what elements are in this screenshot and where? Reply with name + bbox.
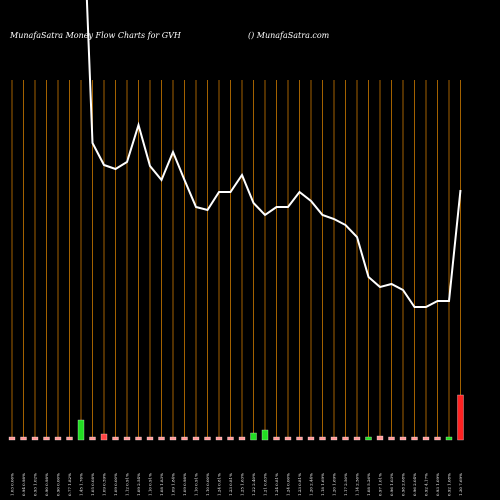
x-tick-label: 1.14 2.56% bbox=[355, 473, 360, 496]
x-tick-label: 1.24 0.81% bbox=[217, 473, 222, 496]
bar bbox=[250, 432, 257, 441]
bar bbox=[66, 436, 73, 441]
bar bbox=[319, 436, 326, 441]
bar bbox=[284, 436, 292, 441]
x-tick-label: 1.09 1.84% bbox=[171, 473, 176, 496]
bar bbox=[342, 436, 349, 441]
x-tick-label: 1.20 2.44% bbox=[309, 473, 314, 496]
x-tick-label: 1.09 0.98% bbox=[182, 473, 187, 496]
x-tick-label: 1.30 7.69% bbox=[458, 473, 463, 496]
x-tick-label: 1.05 0.08% bbox=[90, 473, 95, 496]
x-tick-label: 0.77 1.82% bbox=[67, 473, 72, 496]
x-tick-label: 1.24 0.81% bbox=[274, 473, 279, 496]
x-tick-label: 1.08 1.83% bbox=[159, 473, 164, 496]
bar bbox=[445, 436, 453, 441]
bar bbox=[158, 436, 165, 441]
x-tick-label: 0.93 1.02% bbox=[33, 473, 38, 496]
bar bbox=[112, 436, 119, 441]
bar bbox=[31, 436, 39, 441]
bar bbox=[376, 435, 384, 441]
x-tick-label: 0.96 2.04% bbox=[412, 473, 417, 496]
x-tick-label: 1.09 2.54% bbox=[136, 473, 141, 496]
bar bbox=[227, 436, 234, 441]
chart-subtitle: () MunafaSatra.com bbox=[248, 31, 330, 40]
x-tick-label: 1.24 0.00% bbox=[286, 473, 291, 496]
bar bbox=[54, 436, 62, 441]
x-tick-label: 1.10 0.00% bbox=[205, 473, 210, 496]
x-tick-label: 1.20 1.69% bbox=[332, 473, 337, 496]
x-tick-label: 1.09 0.00% bbox=[113, 473, 118, 496]
x-tick-label: 0.98 2.08% bbox=[401, 473, 406, 496]
bar bbox=[77, 419, 85, 441]
bar bbox=[273, 436, 280, 441]
bar bbox=[388, 436, 395, 441]
bar bbox=[204, 436, 211, 441]
x-tick-label: 0.90 0.98% bbox=[44, 473, 49, 496]
bar bbox=[261, 429, 269, 441]
bar bbox=[43, 436, 50, 441]
x-tick-label: 0.97 1.01% bbox=[378, 473, 383, 496]
bar bbox=[100, 433, 108, 441]
x-tick-label: 0.94 0.98% bbox=[21, 473, 26, 496]
x-tick-label: 1.23 0.81% bbox=[297, 473, 302, 496]
bar bbox=[411, 436, 418, 441]
bar bbox=[365, 436, 372, 441]
bar bbox=[330, 436, 338, 441]
bar bbox=[169, 436, 177, 441]
bar bbox=[238, 436, 246, 441]
x-tick-label: 1.25 1.63% bbox=[240, 473, 245, 496]
bar bbox=[353, 436, 361, 441]
x-tick-label: 0.90 0.00% bbox=[56, 473, 61, 496]
x-tick-label: 0.92 1.08% bbox=[447, 473, 452, 496]
chart-title: MunafaSatra Money Flow Charts for GVH bbox=[9, 31, 182, 40]
bar bbox=[422, 436, 430, 441]
x-tick-label: 1.08 5.26% bbox=[366, 473, 371, 496]
bar bbox=[8, 436, 16, 441]
price-line bbox=[85, 0, 462, 308]
x-tick-label: 0.93 1.09% bbox=[435, 473, 440, 496]
x-tick-label: 1.17 2.50% bbox=[343, 473, 348, 496]
bar bbox=[434, 436, 441, 441]
x-tick-label: 1.09 0.59% bbox=[102, 473, 107, 496]
x-tick-label: 1.03 0.06% bbox=[10, 473, 15, 496]
bar bbox=[181, 436, 188, 441]
x-tick-label: 1.23 0.81% bbox=[228, 473, 233, 496]
bar bbox=[123, 436, 131, 441]
x-tick-label: 0.92 4.17% bbox=[424, 473, 429, 496]
bar bbox=[307, 436, 315, 441]
x-tick-label: 1.22 2.40% bbox=[251, 473, 256, 496]
bar bbox=[89, 436, 96, 441]
bar bbox=[192, 436, 200, 441]
x-tick-label: 1.21 0.83% bbox=[263, 473, 268, 496]
x-tick-label: 1.10 0.91% bbox=[194, 473, 199, 496]
bar bbox=[146, 436, 154, 441]
bar bbox=[135, 436, 142, 441]
x-tick-label: 1.10 0.91% bbox=[148, 473, 153, 496]
bar bbox=[399, 436, 407, 441]
bar bbox=[215, 436, 223, 441]
bar bbox=[296, 436, 303, 441]
bar bbox=[457, 394, 464, 441]
x-tick-label: 1.45 1.76% bbox=[79, 473, 84, 496]
bar bbox=[20, 436, 27, 441]
x-tick-label: 1.12 0.91% bbox=[125, 473, 130, 496]
x-tick-label: 1.18 1.69% bbox=[320, 473, 325, 496]
x-tick-label: 0.96 1.03% bbox=[389, 473, 394, 496]
